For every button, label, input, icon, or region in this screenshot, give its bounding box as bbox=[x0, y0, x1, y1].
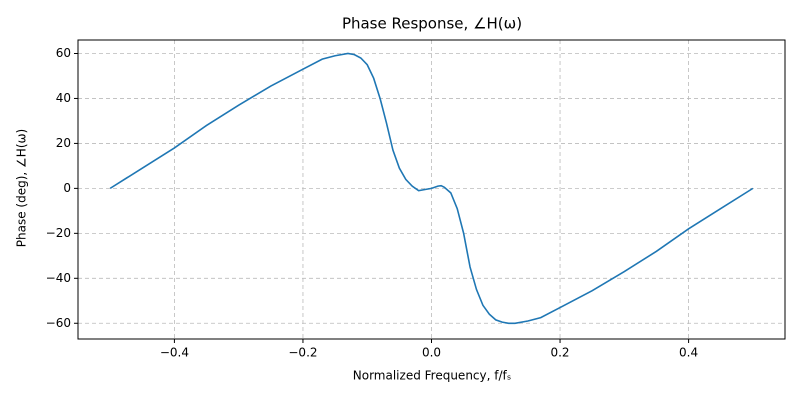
plot-frame bbox=[77, 39, 786, 340]
y-tick-label: −20 bbox=[46, 226, 71, 240]
y-tick-label: −40 bbox=[46, 271, 71, 285]
x-tick-label: 0.0 bbox=[422, 346, 441, 360]
y-tick-label: 0 bbox=[63, 181, 71, 195]
y-tick-label: −60 bbox=[46, 316, 71, 330]
line bbox=[109, 52, 754, 325]
x-tick-label: −0.4 bbox=[160, 346, 189, 360]
x-axis-label: Normalized Frequency, f/fₛ bbox=[353, 369, 511, 383]
x-tick-label: −0.2 bbox=[288, 346, 317, 360]
chart-title: Phase Response, ∠H(ω) bbox=[342, 15, 522, 33]
y-tick-label: 20 bbox=[56, 136, 71, 150]
y-tick-label: 60 bbox=[56, 46, 71, 60]
x-tick-label: 0.2 bbox=[550, 346, 569, 360]
y-tick-label: 40 bbox=[56, 91, 71, 105]
y-axis-label: Phase (deg), ∠H(ω) bbox=[15, 129, 29, 247]
x-tick-label: 0.4 bbox=[679, 346, 698, 360]
